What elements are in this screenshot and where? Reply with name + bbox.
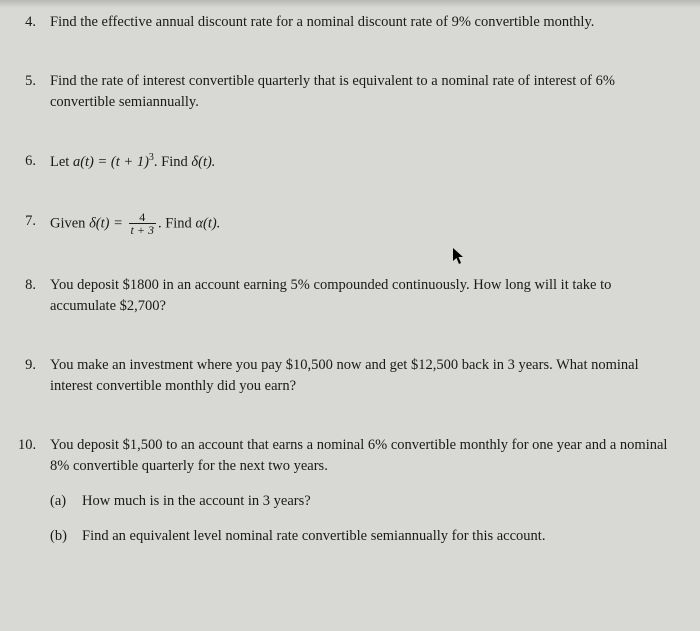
subproblem-label: (a): [50, 491, 82, 512]
problem-text: You make an investment where you pay $10…: [50, 355, 672, 397]
subproblem-label: (b): [50, 526, 82, 547]
text-let: Let: [50, 154, 73, 170]
problem-text: Given δ(t) = 4t + 3. Find α(t).: [50, 211, 672, 237]
math-delta: δ(t).: [191, 154, 215, 170]
top-shadow: [0, 0, 700, 8]
problem-6: 6. Let a(t) = (t + 1)3. Find δ(t).: [18, 151, 672, 173]
problem-9: 9. You make an investment where you pay …: [18, 355, 672, 397]
problem-number: 5.: [18, 71, 50, 113]
problem-number: 6.: [18, 151, 50, 173]
problem-5: 5. Find the rate of interest convertible…: [18, 71, 672, 113]
text-find: Find: [165, 215, 195, 231]
math-delta-eq: δ(t) =: [89, 215, 126, 231]
subproblem-a: (a) How much is in the account in 3 year…: [50, 491, 672, 512]
problem-8: 8. You deposit $1800 in an account earni…: [18, 275, 672, 317]
problem-10: 10. You deposit $1,500 to an account tha…: [18, 435, 672, 547]
problem-number: 10.: [18, 435, 50, 547]
problem-number: 4.: [18, 12, 50, 33]
problem-text: You deposit $1,500 to an account that ea…: [50, 435, 672, 477]
text-find: Find: [161, 154, 191, 170]
problem-body: You deposit $1,500 to an account that ea…: [50, 435, 672, 547]
problem-number: 9.: [18, 355, 50, 397]
problem-text: Find the rate of interest convertible qu…: [50, 71, 672, 113]
math-equation: a(t) = (t + 1): [73, 154, 149, 170]
fraction-numerator: 4: [129, 211, 156, 225]
cursor-icon: [452, 247, 466, 270]
problem-number: 8.: [18, 275, 50, 317]
problem-text: Find the effective annual discount rate …: [50, 12, 672, 33]
problem-4: 4. Find the effective annual discount ra…: [18, 12, 672, 33]
text-given: Given: [50, 215, 89, 231]
problem-text: You deposit $1800 in an account earning …: [50, 275, 672, 317]
subproblem-text: Find an equivalent level nominal rate co…: [82, 526, 545, 547]
math-fraction: 4t + 3: [129, 211, 156, 237]
problem-number: 7.: [18, 211, 50, 237]
problem-7: 7. Given δ(t) = 4t + 3. Find α(t).: [18, 211, 672, 237]
math-alpha: α(t).: [195, 215, 220, 231]
fraction-denominator: t + 3: [129, 224, 156, 237]
problem-text: Let a(t) = (t + 1)3. Find δ(t).: [50, 151, 672, 173]
subproblem-text: How much is in the account in 3 years?: [82, 491, 311, 512]
subproblem-b: (b) Find an equivalent level nominal rat…: [50, 526, 672, 547]
